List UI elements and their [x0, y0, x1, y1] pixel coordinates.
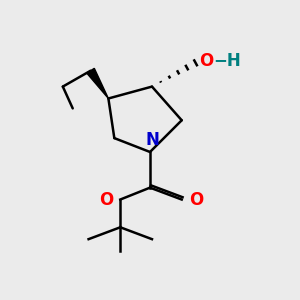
- Text: O: O: [200, 52, 214, 70]
- Text: N: N: [145, 131, 159, 149]
- Polygon shape: [87, 68, 108, 98]
- Text: O: O: [189, 190, 203, 208]
- Text: −H: −H: [213, 52, 241, 70]
- Text: O: O: [99, 190, 113, 208]
